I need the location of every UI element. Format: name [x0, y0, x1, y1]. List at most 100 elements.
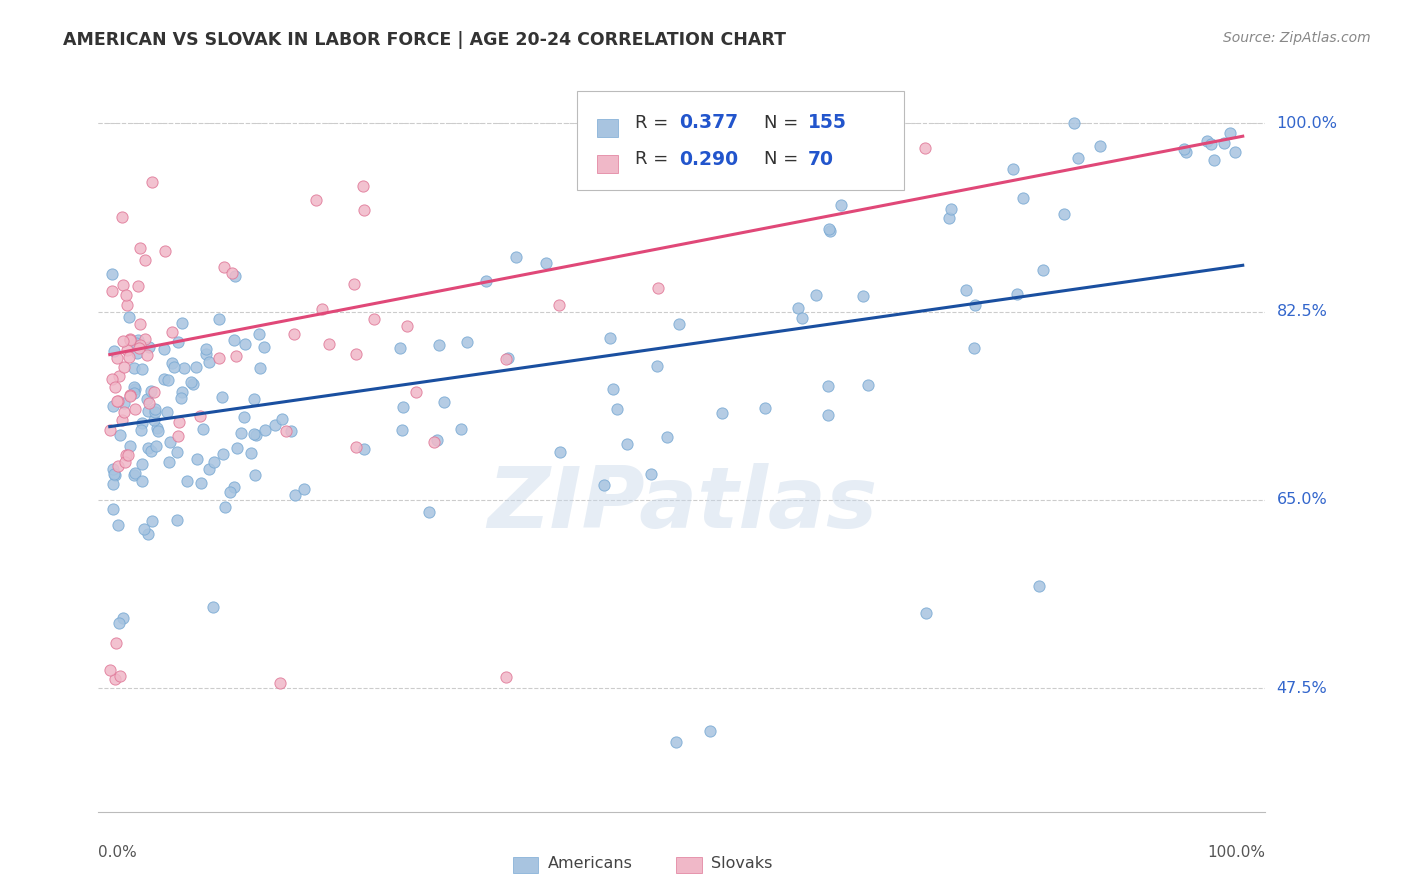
Point [142, 413, 165, 427]
Point [240, 446, 263, 460]
Point [167, 334, 190, 349]
Point [233, 337, 256, 351]
Point [122, 385, 145, 400]
Point [353, 203, 375, 218]
Point [963, 341, 986, 355]
Point [159, 435, 181, 450]
Point [107, 459, 129, 474]
Point [207, 351, 229, 365]
Point [101, 399, 124, 413]
Point [107, 615, 129, 630]
Point [274, 424, 297, 438]
Point [124, 466, 146, 480]
Point [101, 267, 124, 281]
Point [754, 401, 776, 415]
Point [640, 467, 662, 481]
Point [284, 488, 307, 502]
Point [433, 395, 456, 409]
Point [104, 672, 127, 686]
Point [423, 434, 446, 449]
Point [170, 391, 193, 405]
Point [1175, 145, 1198, 160]
Text: Americans: Americans [548, 856, 633, 871]
Text: Source: ZipAtlas.com: Source: ZipAtlas.com [1223, 31, 1371, 45]
Point [101, 462, 124, 476]
Point [155, 244, 177, 259]
Bar [596, 155, 617, 173]
Point [534, 256, 557, 270]
Point [218, 485, 240, 500]
Point [806, 288, 828, 302]
Point [157, 455, 180, 469]
Point [294, 482, 316, 496]
Point [108, 368, 131, 383]
Point [737, 152, 759, 166]
Point [305, 193, 328, 207]
Point [710, 406, 733, 420]
Point [122, 361, 145, 376]
Text: 0.377: 0.377 [679, 113, 738, 132]
Point [118, 351, 141, 365]
Point [118, 333, 141, 347]
Point [127, 333, 149, 347]
Point [212, 260, 235, 275]
Point [224, 480, 246, 494]
Point [138, 395, 160, 409]
Point [111, 611, 134, 625]
Point [112, 405, 135, 419]
Point [117, 298, 139, 312]
Point [427, 338, 450, 352]
Point [138, 441, 160, 455]
Point [495, 670, 517, 684]
Point [135, 348, 157, 362]
Point [138, 404, 160, 418]
Point [229, 425, 252, 440]
Point [114, 455, 136, 469]
Point [103, 467, 125, 481]
Point [606, 402, 628, 417]
Point [101, 372, 124, 386]
Point [131, 457, 153, 471]
Point [1032, 263, 1054, 277]
Bar [513, 857, 538, 873]
Point [1218, 126, 1240, 140]
Bar [676, 857, 702, 873]
Point [160, 325, 183, 339]
Point [104, 636, 127, 650]
Point [120, 387, 142, 401]
Point [247, 327, 270, 342]
Point [115, 449, 138, 463]
Point [202, 455, 225, 469]
Point [146, 424, 169, 438]
Point [108, 669, 131, 683]
Point [201, 600, 224, 615]
Point [318, 337, 340, 351]
Point [186, 452, 208, 467]
Point [120, 389, 142, 403]
Point [243, 468, 266, 483]
Point [128, 337, 150, 351]
Point [647, 281, 669, 295]
Point [456, 335, 478, 350]
Point [108, 428, 131, 442]
Point [143, 402, 166, 417]
Point [111, 210, 134, 224]
Point [599, 330, 621, 344]
Point [941, 202, 963, 217]
Point [363, 312, 385, 326]
Point [124, 382, 146, 396]
Point [107, 393, 129, 408]
Text: AMERICAN VS SLOVAK IN LABOR FORCE | AGE 20-24 CORRELATION CHART: AMERICAN VS SLOVAK IN LABOR FORCE | AGE … [63, 31, 786, 49]
Point [391, 423, 413, 437]
Point [188, 409, 211, 424]
Point [426, 433, 449, 447]
Point [127, 279, 149, 293]
Point [389, 341, 412, 355]
Point [134, 253, 156, 268]
Text: 100.0%: 100.0% [1277, 116, 1337, 131]
Point [129, 318, 152, 332]
Point [280, 424, 302, 438]
Point [830, 198, 852, 212]
Point [1067, 151, 1090, 165]
Point [129, 423, 152, 437]
